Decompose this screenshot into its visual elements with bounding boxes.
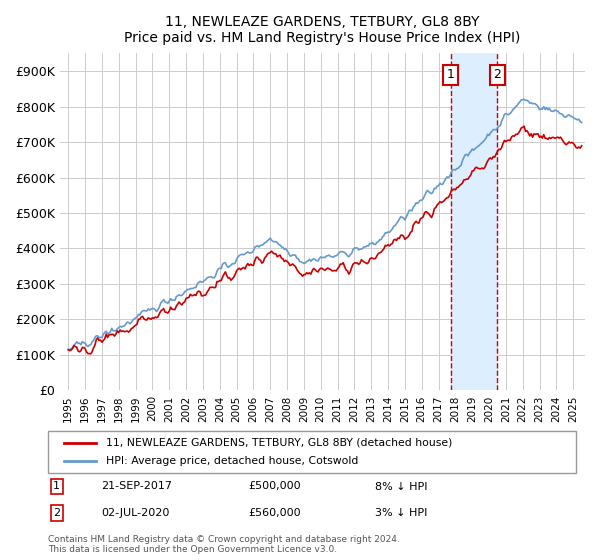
Text: 2: 2 — [53, 508, 61, 518]
Text: 11, NEWLEAZE GARDENS, TETBURY, GL8 8BY (detached house): 11, NEWLEAZE GARDENS, TETBURY, GL8 8BY (… — [106, 438, 452, 448]
Text: 8% ↓ HPI: 8% ↓ HPI — [376, 482, 428, 492]
Text: £560,000: £560,000 — [248, 508, 301, 518]
Text: 02-JUL-2020: 02-JUL-2020 — [101, 508, 169, 518]
Text: 2: 2 — [494, 68, 502, 82]
Text: 3% ↓ HPI: 3% ↓ HPI — [376, 508, 428, 518]
Text: 21-SEP-2017: 21-SEP-2017 — [101, 482, 172, 492]
Bar — [451, 53, 497, 390]
FancyBboxPatch shape — [48, 431, 576, 473]
Text: £500,000: £500,000 — [248, 482, 301, 492]
Text: 1: 1 — [53, 482, 60, 492]
Text: Contains HM Land Registry data © Crown copyright and database right 2024.
This d: Contains HM Land Registry data © Crown c… — [48, 535, 400, 554]
Title: 11, NEWLEAZE GARDENS, TETBURY, GL8 8BY
Price paid vs. HM Land Registry's House P: 11, NEWLEAZE GARDENS, TETBURY, GL8 8BY P… — [124, 15, 521, 45]
Text: HPI: Average price, detached house, Cotswold: HPI: Average price, detached house, Cots… — [106, 456, 358, 466]
Text: 1: 1 — [447, 68, 455, 82]
